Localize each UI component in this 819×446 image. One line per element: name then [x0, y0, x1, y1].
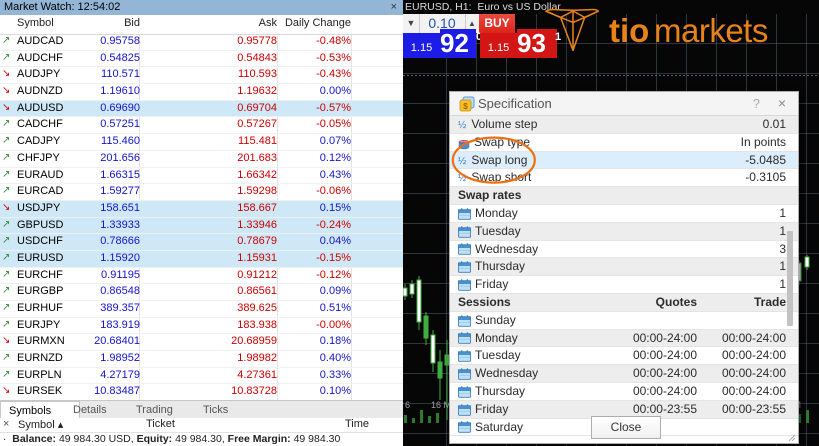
svg-text:markets: markets	[654, 12, 768, 49]
svg-text:tio: tio	[609, 12, 649, 49]
svg-text:$: $	[463, 101, 468, 111]
